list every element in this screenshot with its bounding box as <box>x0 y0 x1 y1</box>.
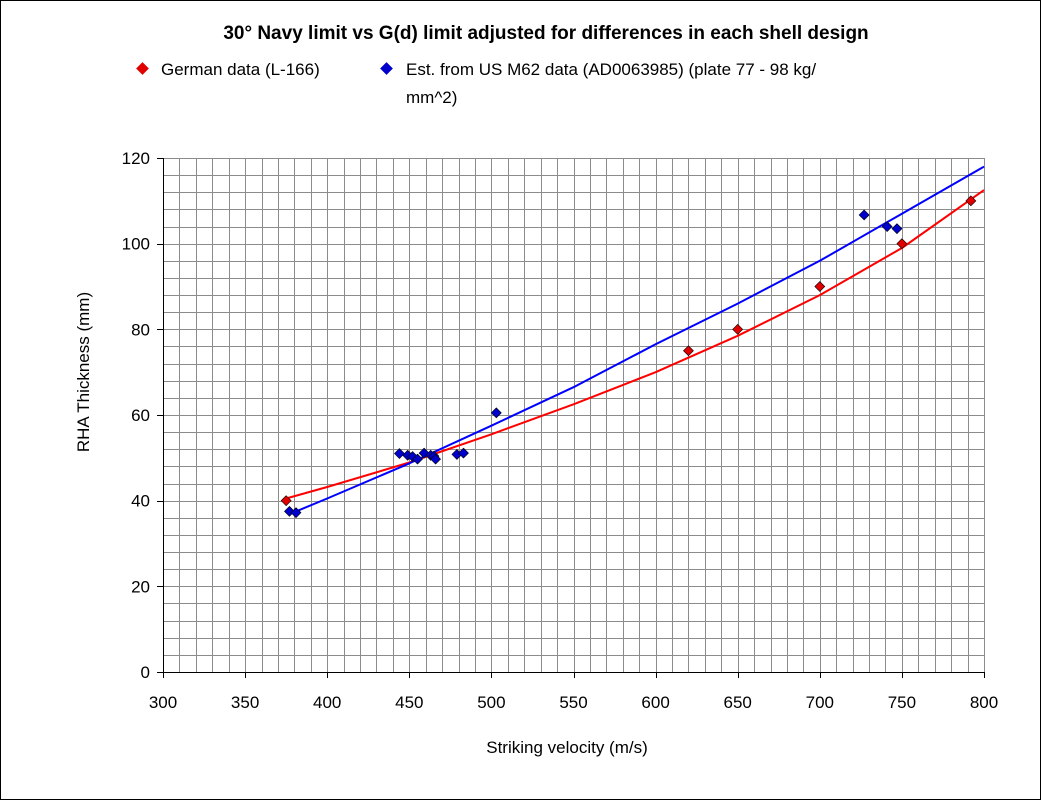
data-point-us <box>858 209 870 221</box>
trendline-german <box>285 189 985 500</box>
x-tick-label: 600 <box>641 693 669 712</box>
x-tick-label: 550 <box>559 693 587 712</box>
x-axis-ticks: 300 350 400 450 500 550 600 650 700 750 800 <box>149 672 998 712</box>
legend-label-us-line2: mm^2) <box>406 88 457 107</box>
data-point-german <box>814 281 826 292</box>
data-point-us <box>881 221 893 232</box>
y-tick-label: 0 <box>141 663 150 682</box>
x-tick-label: 800 <box>970 693 998 712</box>
x-tick-label: 700 <box>806 693 834 712</box>
data-point-us <box>394 448 405 459</box>
data-point-us <box>891 223 903 235</box>
y-tick-label: 120 <box>122 149 150 168</box>
y-axis-ticks: 0 20 40 60 80 100 120 <box>122 149 163 682</box>
y-tick-label: 100 <box>122 235 150 254</box>
data-point-german <box>896 238 908 250</box>
y-tick-label: 20 <box>131 577 150 596</box>
x-tick-label: 350 <box>231 693 259 712</box>
y-tick-label: 40 <box>131 492 150 511</box>
x-tick-label: 300 <box>149 693 177 712</box>
legend-marker-german <box>136 62 149 75</box>
legend-label-german: German data (L-166) <box>161 60 320 79</box>
x-tick-label: 400 <box>313 693 341 712</box>
data-point-us <box>458 447 469 459</box>
legend-label-us-line1: Est. from US M62 data (AD0063985) (plate… <box>406 60 816 79</box>
x-tick-label: 650 <box>724 693 752 712</box>
data-point-us <box>430 453 441 465</box>
data-point-german <box>280 495 292 507</box>
grid <box>157 158 985 678</box>
x-tick-label: 750 <box>888 693 916 712</box>
data-point-german <box>965 195 977 207</box>
data-point-us <box>490 407 502 419</box>
data-point-german <box>683 345 694 357</box>
y-axis-label: RHA Thickness (mm) <box>74 292 93 452</box>
chart-title: 30° Navy limit vs G(d) limit adjusted fo… <box>223 23 868 44</box>
data-point-us <box>412 453 423 465</box>
y-tick-label: 80 <box>131 320 150 339</box>
trendline-us <box>295 165 985 513</box>
x-tick-label: 450 <box>395 693 423 712</box>
legend: German data (L-166) Est. from US M62 dat… <box>136 60 816 107</box>
trendlines <box>285 165 985 513</box>
x-axis-label: Striking velocity (m/s) <box>486 738 648 757</box>
data-point-german <box>732 323 744 335</box>
x-tick-label: 500 <box>477 693 505 712</box>
data-points <box>280 195 977 519</box>
data-point-us <box>290 507 302 519</box>
y-tick-label: 60 <box>131 406 150 425</box>
legend-marker-us <box>380 62 393 75</box>
